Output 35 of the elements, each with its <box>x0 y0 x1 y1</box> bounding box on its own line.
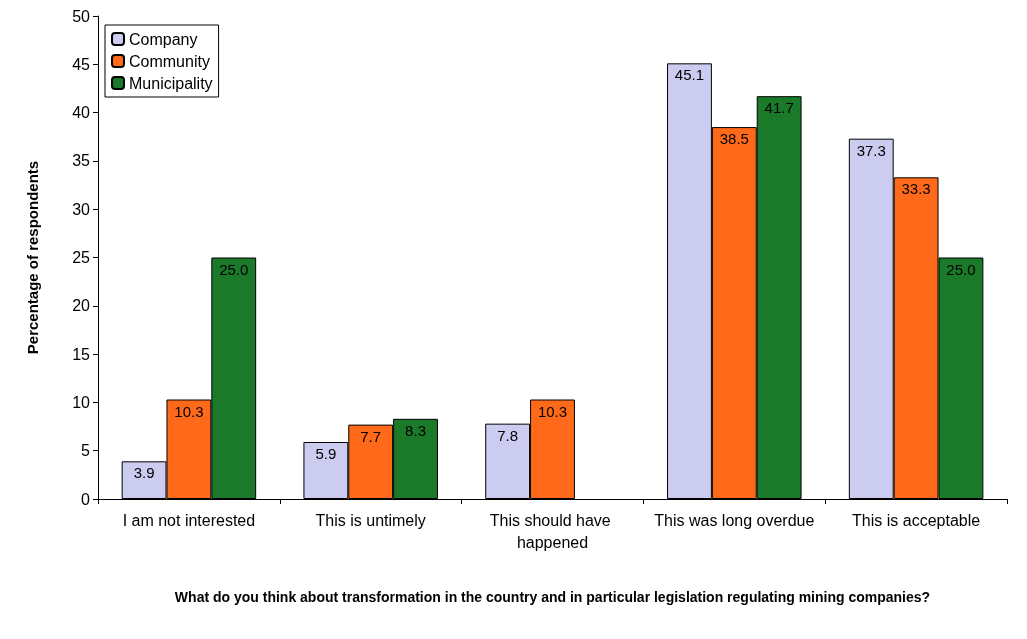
y-tick-label: 35 <box>72 152 91 170</box>
data-label: 10.3 <box>537 402 568 420</box>
legend-label: Community <box>129 52 210 70</box>
y-tick-label: 10 <box>72 393 91 411</box>
data-label: 10.3 <box>174 402 204 420</box>
y-tick-label: 30 <box>72 200 91 218</box>
data-label: 38.5 <box>719 130 749 148</box>
data-label: 25.0 <box>946 260 976 278</box>
data-label: 7.8 <box>497 426 519 444</box>
y-tick-label: 45 <box>72 55 91 73</box>
y-tick-label: 50 <box>72 7 91 25</box>
y-tick-label: 15 <box>72 345 91 363</box>
y-axis-title: Percentage of respondents <box>24 160 41 355</box>
data-label: 3.9 <box>133 464 155 482</box>
data-label: 7.7 <box>360 427 382 445</box>
x-tick-label: This is acceptable <box>852 511 981 529</box>
y-tick-label: 25 <box>72 249 91 266</box>
y-tick-label: 5 <box>81 442 91 460</box>
data-label: 5.9 <box>315 445 337 463</box>
data-label: 45.1 <box>674 66 705 84</box>
y-tick-label: 20 <box>72 297 91 315</box>
x-tick-label: This is untimely <box>315 511 426 529</box>
y-tick-label: 40 <box>72 104 91 122</box>
x-tick-label: This should have happened <box>489 511 616 551</box>
y-tick-label: 0 <box>81 490 91 508</box>
data-label: 33.3 <box>901 180 931 198</box>
x-axis-title: What do you think about transformation in the country and in particular legislation regulating mining companies? <box>174 589 931 605</box>
legend-label: Company <box>129 30 198 48</box>
data-label: 25.0 <box>219 260 249 278</box>
x-tick-label: This was long overdue <box>654 511 815 529</box>
data-label: 8.3 <box>405 421 426 439</box>
data-label: 37.3 <box>856 141 886 159</box>
legend-label: Municipality <box>129 74 213 92</box>
data-label: 41.7 <box>764 99 794 117</box>
x-tick-label: I am not interested <box>122 511 256 529</box>
